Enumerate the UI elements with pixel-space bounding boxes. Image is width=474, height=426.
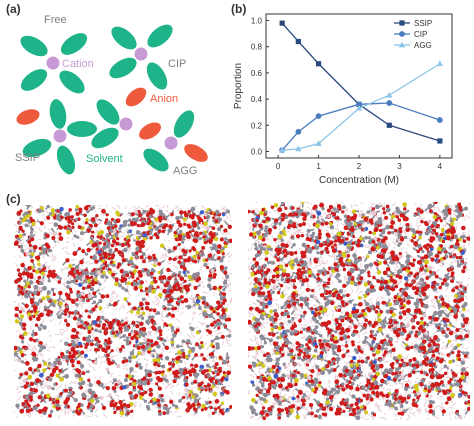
solvent-molecule xyxy=(56,145,76,175)
data-point-cip xyxy=(436,117,443,123)
data-point-agg xyxy=(295,145,302,152)
cation xyxy=(46,56,60,70)
agg-cluster xyxy=(91,99,208,172)
data-point-agg xyxy=(436,60,444,67)
series-line-ssip xyxy=(281,22,441,142)
agg-label: AGG xyxy=(173,165,198,177)
series-line-agg xyxy=(282,63,441,151)
cation xyxy=(119,117,133,131)
solvent-molecule xyxy=(146,62,168,90)
y-tick-label: 1.0 xyxy=(251,17,263,26)
anion-label: Anion xyxy=(150,93,179,105)
solvent-molecule xyxy=(59,70,85,94)
solvent-molecule xyxy=(22,138,52,158)
free-label: Free xyxy=(44,14,67,26)
solvent-molecule xyxy=(111,26,137,50)
panel-label-b: (b) xyxy=(231,2,247,16)
x-tick-label: 0 xyxy=(276,162,281,171)
md-snapshot-low-concentration xyxy=(14,205,232,418)
legend-label-cip: CIP xyxy=(414,30,427,39)
ssip-cluster xyxy=(16,99,97,175)
anion-molecule xyxy=(16,109,40,125)
y-tick-label: 0.6 xyxy=(251,69,263,78)
solvent-label: Solvent xyxy=(86,153,123,165)
x-tick-label: 1 xyxy=(316,162,321,171)
solvent-molecule xyxy=(96,99,120,125)
y-tick-label: 0.8 xyxy=(251,43,263,52)
legend-label-agg: AGG xyxy=(414,41,432,50)
cation xyxy=(134,47,148,61)
solvation-schematic xyxy=(16,24,208,175)
data-point-agg xyxy=(278,146,286,153)
data-point-ssip xyxy=(295,38,301,45)
legend-marker xyxy=(399,20,405,26)
solvent-molecule xyxy=(20,69,48,91)
solvent-molecule xyxy=(20,35,48,57)
series-line-cip xyxy=(281,102,441,151)
data-point-agg xyxy=(355,104,363,111)
cation xyxy=(164,136,178,150)
data-point-cip xyxy=(315,113,322,120)
molecule-network xyxy=(14,205,232,418)
cation xyxy=(53,129,67,143)
data-point-agg xyxy=(386,91,393,98)
data-point-cip xyxy=(386,100,393,106)
data-point-ssip xyxy=(279,20,285,26)
panel-label-c: (c) xyxy=(6,192,21,206)
data-point-cip xyxy=(295,128,302,135)
molecule-network xyxy=(248,202,470,420)
data-point-ssip xyxy=(315,61,322,67)
solvent-molecule xyxy=(143,148,169,172)
x-tick-label: 4 xyxy=(438,162,443,171)
legend-marker xyxy=(398,41,406,48)
data-point-agg xyxy=(315,140,322,146)
x-axis-label: Concentration (M) xyxy=(319,175,399,186)
x-tick-label: 3 xyxy=(397,162,402,171)
solvent-molecule xyxy=(147,24,173,48)
legend-marker xyxy=(399,31,405,37)
solvent-molecule xyxy=(91,127,119,149)
md-snapshot-high-concentration xyxy=(248,202,470,420)
y-tick-label: 0.4 xyxy=(251,95,263,104)
anion-molecule xyxy=(125,87,147,107)
free-cluster xyxy=(20,33,88,94)
ssip-label: SSIP xyxy=(15,152,41,164)
solvent-molecule xyxy=(49,99,67,129)
data-point-cip xyxy=(356,101,362,108)
x-tick-label: 2 xyxy=(357,162,362,171)
anion-molecule xyxy=(184,144,208,162)
solvent-molecule xyxy=(67,121,97,137)
y-tick-label: 0.2 xyxy=(251,121,263,130)
anion-molecule xyxy=(139,122,161,140)
y-axis-label: Proportion xyxy=(233,63,244,109)
solvent-molecule xyxy=(109,57,137,79)
panel-label-a: (a) xyxy=(6,2,21,16)
y-tick-label: 0.0 xyxy=(251,147,263,156)
legend-label-ssip: SSIP xyxy=(414,19,432,28)
cip-label: CIP xyxy=(168,58,187,70)
solvent-molecule xyxy=(173,110,195,138)
cation-label: Cation xyxy=(62,58,94,70)
solvent-molecule xyxy=(60,33,88,55)
data-point-ssip xyxy=(437,138,443,144)
cip-cluster xyxy=(109,24,173,107)
proportion-chart: 0 1 2 3 4 0.0 0.2 0.4 0.6 0.8 1.0 Concentration (M)… xyxy=(233,13,453,186)
data-point-ssip xyxy=(386,122,392,128)
